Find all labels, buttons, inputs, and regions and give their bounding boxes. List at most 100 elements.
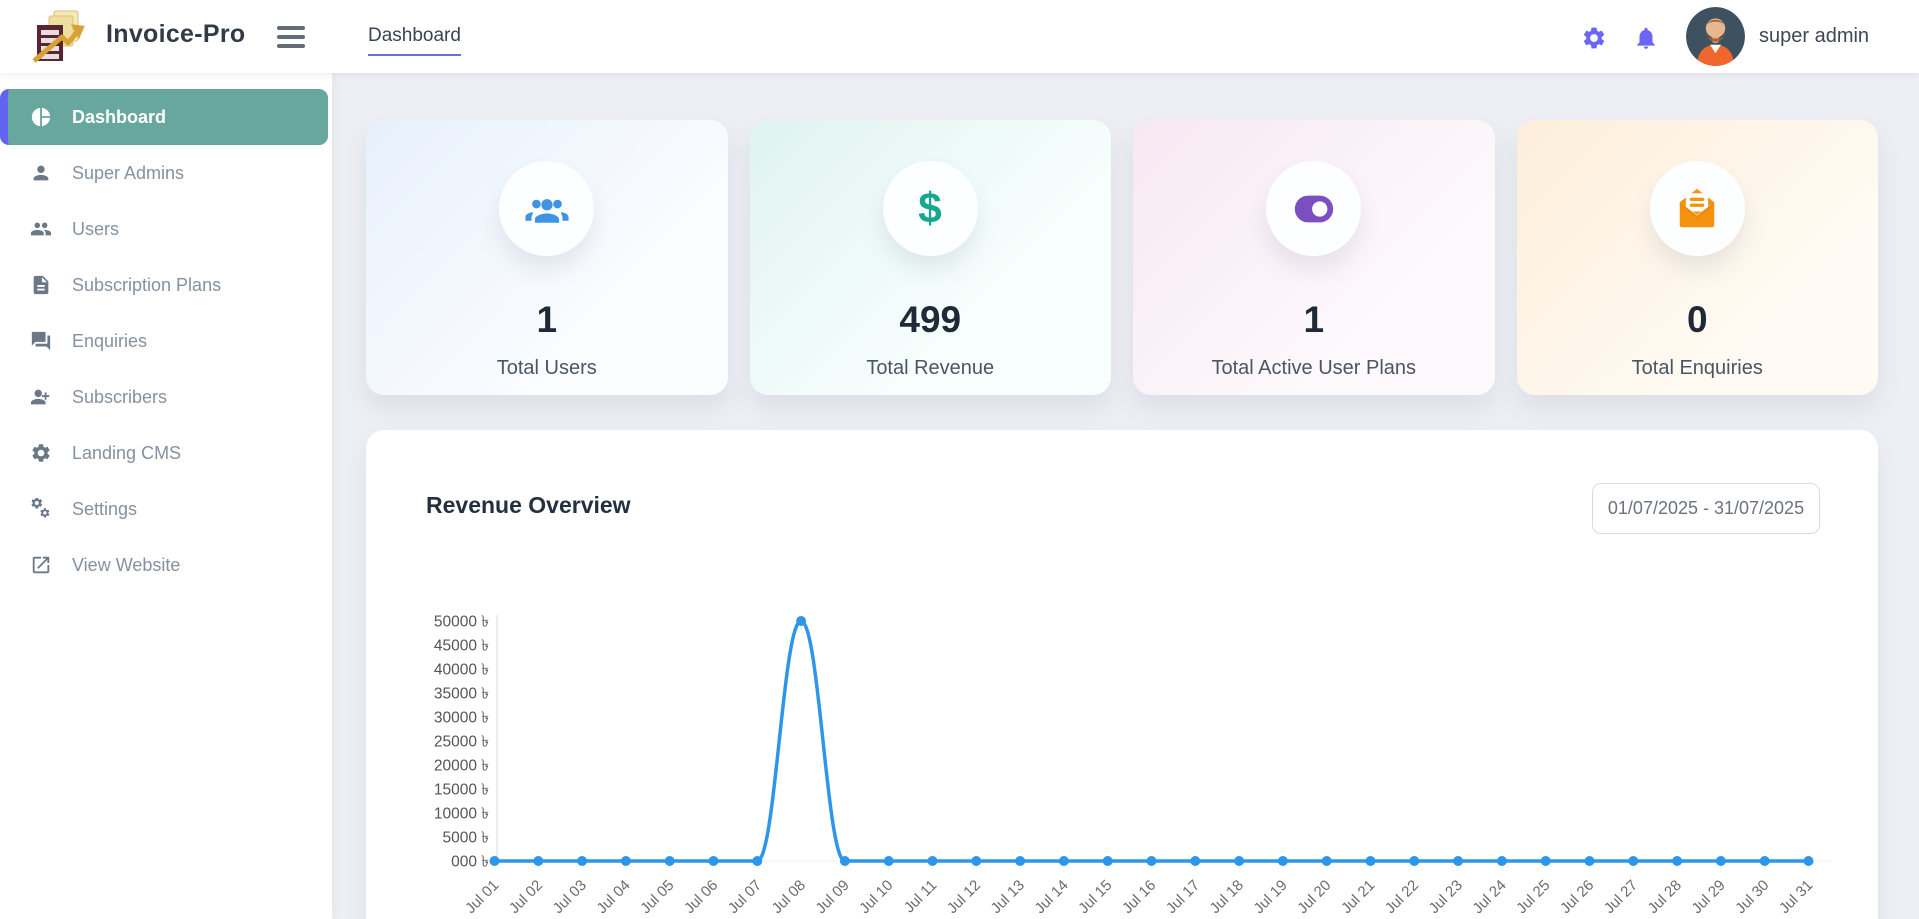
- svg-text:Jul 02: Jul 02: [506, 877, 546, 917]
- sidebar-item-subscription-plans[interactable]: Subscription Plans: [0, 257, 332, 313]
- svg-text:Jul 24: Jul 24: [1469, 877, 1509, 917]
- svg-text:Jul 09: Jul 09: [812, 877, 852, 917]
- svg-text:Jul 06: Jul 06: [681, 877, 721, 917]
- sidebar-item-users[interactable]: Users: [0, 201, 332, 257]
- sidebar-item-landing-cms[interactable]: Landing CMS: [0, 425, 332, 481]
- sidebar-item-label: View Website: [72, 554, 181, 575]
- app-title: Invoice-Pro: [106, 20, 246, 48]
- sidebar-item-label: Enquiries: [72, 330, 148, 351]
- users-icon: [525, 198, 569, 223]
- toggle-icon: [1294, 195, 1333, 222]
- breadcrumb-dashboard[interactable]: Dashboard: [368, 25, 461, 56]
- sidebar-item-dashboard[interactable]: Dashboard: [0, 89, 328, 145]
- svg-text:Jul 22: Jul 22: [1382, 877, 1422, 917]
- svg-text:000 ৳: 000 ৳: [451, 854, 489, 871]
- chat-bubbles-icon: [31, 331, 51, 351]
- svg-text:Jul 28: Jul 28: [1645, 877, 1685, 917]
- svg-text:Jul 04: Jul 04: [593, 877, 633, 917]
- sidebar-item-label: Landing CMS: [72, 442, 182, 463]
- svg-text:30000 ৳: 30000 ৳: [434, 710, 489, 727]
- svg-text:45000 ৳: 45000 ৳: [434, 638, 489, 655]
- sidebar-item-label: Settings: [72, 498, 138, 519]
- svg-text:Jul 17: Jul 17: [1163, 877, 1203, 917]
- sidebar-item-subscribers[interactable]: Subscribers: [0, 369, 332, 425]
- card-icon-bubble: [1649, 161, 1745, 256]
- user-avatar[interactable]: [1686, 7, 1745, 66]
- gear-icon: [32, 444, 50, 462]
- svg-text:20000 ৳: 20000 ৳: [434, 758, 489, 775]
- svg-text:Jul 12: Jul 12: [944, 877, 984, 917]
- person-add-icon: [30, 389, 50, 405]
- menu-toggle-button[interactable]: [275, 21, 307, 51]
- card-icon-bubble: [499, 161, 595, 256]
- sidebar-item-label: Subscribers: [72, 386, 168, 407]
- sidebar-item-label: Super Admins: [72, 162, 185, 183]
- card-value: 1: [1303, 299, 1325, 340]
- svg-text:Jul 21: Jul 21: [1338, 877, 1378, 917]
- date-range-input[interactable]: [1592, 483, 1820, 534]
- svg-text:25000 ৳: 25000 ৳: [434, 734, 489, 751]
- svg-text:Jul 19: Jul 19: [1250, 877, 1290, 917]
- card-label: Total Revenue: [866, 357, 995, 379]
- sidebar-item-enquiries[interactable]: Enquiries: [0, 313, 332, 369]
- svg-text:Jul 08: Jul 08: [769, 877, 809, 917]
- person-icon: [33, 165, 49, 181]
- svg-text:Jul 13: Jul 13: [988, 877, 1028, 917]
- svg-text:Jul 25: Jul 25: [1513, 877, 1553, 917]
- app-logo-icon: [32, 10, 85, 63]
- svg-text:Jul 29: Jul 29: [1688, 877, 1728, 917]
- card-value: 499: [899, 299, 962, 340]
- dollar-icon: $: [919, 186, 942, 231]
- svg-text:Jul 16: Jul 16: [1119, 877, 1159, 917]
- envelope-open-icon: [1680, 188, 1715, 227]
- svg-text:Jul 27: Jul 27: [1601, 877, 1641, 917]
- card-total-revenue: $ 499 Total Revenue: [749, 120, 1111, 395]
- sidebar-item-settings[interactable]: Settings: [0, 481, 332, 537]
- revenue-line-chart: 000 ৳ 5000 ৳ 10000 ৳ 15000 ৳ 20000 ৳ 25000 ৳ 3…: [434, 614, 1831, 917]
- settings-gear-icon[interactable]: [1581, 25, 1607, 51]
- external-link-icon: [32, 556, 50, 574]
- notifications-bell-icon[interactable]: [1633, 25, 1659, 51]
- svg-text:Jul 01: Jul 01: [462, 877, 502, 917]
- svg-text:Jul 15: Jul 15: [1075, 877, 1115, 917]
- stat-cards-row: 1 Total Users $ 499 Total Revenue 1 Tota…: [366, 120, 1878, 395]
- svg-text:10000 ৳: 10000 ৳: [434, 806, 489, 823]
- card-icon-bubble: $: [882, 161, 978, 256]
- panel-title: Revenue Overview: [426, 492, 631, 518]
- svg-text:Jul 30: Jul 30: [1732, 877, 1772, 917]
- svg-text:40000 ৳: 40000 ৳: [434, 662, 489, 679]
- svg-text:35000 ৳: 35000 ৳: [434, 686, 489, 703]
- document-icon: [33, 275, 49, 295]
- svg-text:Jul 18: Jul 18: [1207, 877, 1247, 917]
- sidebar-item-label: Subscription Plans: [72, 274, 222, 295]
- svg-text:Jul 11: Jul 11: [901, 877, 941, 917]
- svg-text:50000 ৳: 50000 ৳: [434, 614, 489, 631]
- pie-chart-icon: [31, 107, 51, 127]
- card-label: Total Enquiries: [1631, 357, 1763, 379]
- card-total-active-user-plans: 1 Total Active User Plans: [1133, 120, 1495, 395]
- svg-text:Jul 20: Jul 20: [1294, 877, 1334, 917]
- card-value: 0: [1686, 299, 1708, 340]
- svg-text:Jul 14: Jul 14: [1031, 877, 1071, 917]
- card-total-enquiries: 0 Total Enquiries: [1516, 120, 1878, 395]
- svg-text:5000 ৳: 5000 ৳: [442, 830, 489, 847]
- svg-text:Jul 03: Jul 03: [550, 877, 590, 917]
- svg-text:Jul 07: Jul 07: [725, 877, 765, 917]
- svg-text:15000 ৳: 15000 ৳: [434, 782, 489, 799]
- card-total-users: 1 Total Users: [366, 120, 728, 395]
- svg-text:Jul 05: Jul 05: [637, 877, 677, 917]
- sidebar-item-view-website[interactable]: View Website: [0, 537, 332, 593]
- sidebar-item-super-admins[interactable]: Super Admins: [0, 145, 332, 201]
- double-gear-icon: [31, 498, 50, 518]
- user-name[interactable]: super admin: [1759, 25, 1870, 47]
- top-header: Invoice-Pro Dashboard: [0, 0, 1919, 73]
- svg-text:Jul 23: Jul 23: [1426, 877, 1466, 917]
- card-icon-bubble: [1266, 161, 1362, 256]
- svg-text:$: $: [919, 186, 942, 231]
- sidebar-item-label: Users: [72, 218, 120, 239]
- svg-text:Jul 10: Jul 10: [856, 877, 896, 917]
- revenue-overview-panel: Revenue Overview 000 ৳ 5000 ৳ 10000 ৳ 15000…: [366, 430, 1878, 919]
- svg-text:Jul 26: Jul 26: [1557, 877, 1597, 917]
- svg-text:Jul 31: Jul 31: [1776, 877, 1816, 917]
